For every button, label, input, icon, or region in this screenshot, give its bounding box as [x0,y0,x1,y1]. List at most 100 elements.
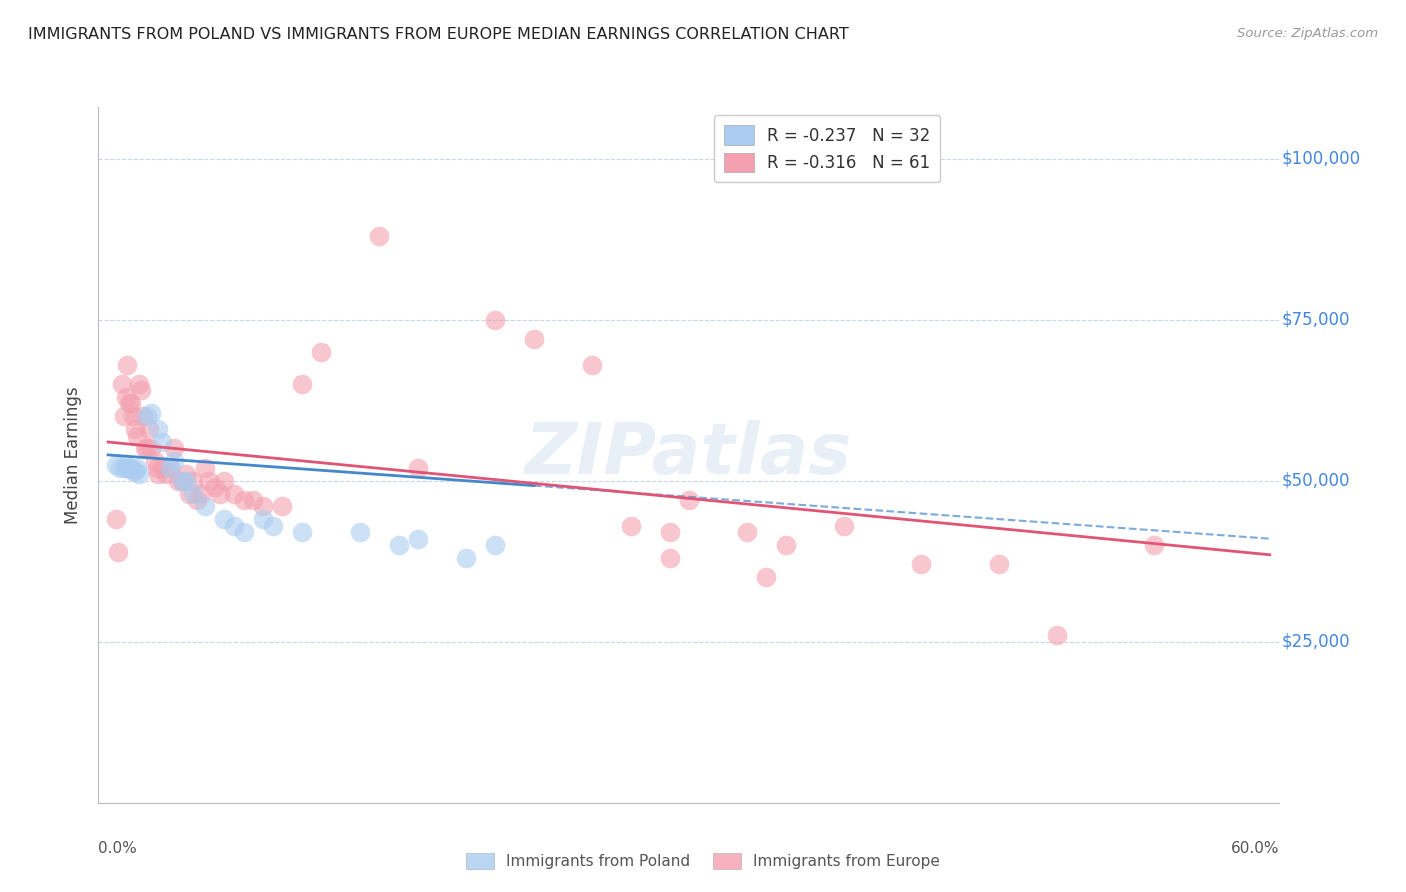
Point [134,442,156,456]
Point [148,467,170,482]
Point [120,460,142,475]
Point [124,422,146,436]
Point [832,518,855,533]
Point [209,486,232,500]
Point [107,544,129,558]
Point [271,500,294,514]
Y-axis label: Median Earnings: Median Earnings [65,386,83,524]
Point [117,358,139,372]
Point [523,332,546,346]
Point [658,525,681,540]
Point [174,474,197,488]
Point [120,396,142,410]
Point [214,512,236,526]
Point [406,460,429,475]
Point [174,467,197,482]
Point [735,525,758,540]
Point [118,460,141,475]
Point [135,409,157,424]
Point [658,551,681,566]
Point [112,460,135,475]
Point [179,486,201,500]
Text: 60.0%: 60.0% [1232,841,1279,856]
Point [368,228,391,243]
Point [132,409,155,424]
Point [291,525,314,540]
Point [139,442,162,456]
Point [910,558,932,572]
Point [987,558,1010,572]
Point [104,458,127,472]
Point [620,518,643,533]
Point [150,460,173,475]
Point [387,538,409,552]
Point [127,460,149,475]
Point [148,422,170,436]
Point [117,460,139,475]
Point [232,493,254,508]
Point [214,474,236,488]
Point [159,460,181,475]
Text: $100,000: $100,000 [1282,150,1361,168]
Point [159,460,181,475]
Text: ZIPatlas: ZIPatlas [526,420,852,490]
Point [262,518,284,533]
Point [104,512,127,526]
Point [222,486,245,500]
Text: IMMIGRANTS FROM POLAND VS IMMIGRANTS FROM EUROPE MEDIAN EARNINGS CORRELATION CHA: IMMIGRANTS FROM POLAND VS IMMIGRANTS FRO… [28,27,849,42]
Legend: R = -0.237   N = 32, R = -0.316   N = 61: R = -0.237 N = 32, R = -0.316 N = 61 [714,115,941,182]
Point [456,551,478,566]
Point [135,442,157,456]
Point [204,480,226,494]
Point [349,525,371,540]
Text: $75,000: $75,000 [1282,310,1350,328]
Point [163,442,186,456]
Point [181,486,204,500]
Point [170,474,193,488]
Point [252,512,274,526]
Point [138,422,160,436]
Point [484,538,506,552]
Point [181,474,204,488]
Point [128,467,150,482]
Text: Source: ZipAtlas.com: Source: ZipAtlas.com [1237,27,1378,40]
Legend: Immigrants from Poland, Immigrants from Europe: Immigrants from Poland, Immigrants from … [460,847,946,875]
Point [222,518,245,533]
Point [252,500,274,514]
Point [143,454,166,468]
Point [170,474,193,488]
Point [190,486,212,500]
Text: $25,000: $25,000 [1282,632,1350,651]
Point [111,377,134,392]
Point [114,390,136,404]
Point [108,460,131,475]
Point [150,435,173,450]
Point [194,460,217,475]
Point [128,377,150,392]
Text: $50,000: $50,000 [1282,472,1350,490]
Point [194,500,217,514]
Point [163,454,186,468]
Point [112,409,135,424]
Point [122,409,145,424]
Point [118,396,141,410]
Point [129,384,152,398]
Point [242,493,264,508]
Point [166,474,188,488]
Point [155,467,177,482]
Point [775,538,797,552]
Point [197,474,219,488]
Point [139,406,162,420]
Point [484,312,506,326]
Point [124,464,146,478]
Point [406,532,429,546]
Point [1142,538,1164,552]
Point [1046,628,1069,642]
Point [114,458,136,472]
Text: 0.0%: 0.0% [98,841,138,856]
Point [291,377,314,392]
Point [127,428,149,442]
Point [122,464,145,478]
Point [232,525,254,540]
Point [145,460,167,475]
